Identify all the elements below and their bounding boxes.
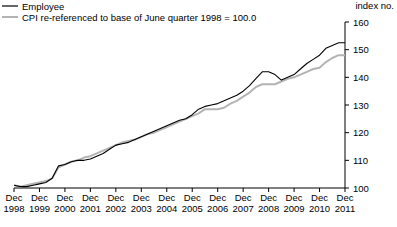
- x-tick-label: Dec2009: [284, 192, 305, 214]
- x-tick-label-part: Dec: [107, 192, 124, 203]
- x-tick-label-part: Dec: [184, 192, 201, 203]
- x-tick-label: Dec2004: [156, 192, 177, 214]
- x-tick-label: Dec2001: [80, 192, 101, 214]
- x-tick-label-part: 2010: [309, 203, 330, 214]
- y-tick-label: 140: [353, 72, 369, 83]
- x-tick-label: Dec2010: [309, 192, 330, 214]
- legend-label: CPI re-referenced to base of June quarte…: [22, 12, 256, 23]
- x-tick-label-part: Dec: [209, 192, 226, 203]
- y-tick: [345, 22, 349, 23]
- y-tick: [345, 132, 349, 133]
- y-tick-label: 100: [353, 183, 369, 194]
- x-tick-label-part: 2009: [284, 203, 305, 214]
- x-tick-label: Dec2005: [182, 192, 203, 214]
- y-tick-label: 120: [353, 127, 369, 138]
- x-tick-label: Dec2007: [233, 192, 254, 214]
- x-tick-label-part: Dec: [82, 192, 99, 203]
- series-line: [14, 43, 345, 187]
- y-tick-label: 150: [353, 44, 369, 55]
- y-tick: [345, 160, 349, 161]
- x-tick-label-part: Dec: [260, 192, 277, 203]
- x-tick-label-part: Dec: [235, 192, 252, 203]
- y-tick-label: 130: [353, 100, 369, 111]
- x-tick-label-part: Dec: [6, 192, 23, 203]
- y-tick: [345, 188, 349, 189]
- x-tick-label-part: 2005: [182, 203, 203, 214]
- x-tick-label-part: Dec: [31, 192, 48, 203]
- x-tick-label-part: Dec: [56, 192, 73, 203]
- y-tick-label: 160: [353, 17, 369, 28]
- x-tick-label-part: 2011: [335, 203, 355, 214]
- y-tick: [345, 105, 349, 106]
- x-tick-label: Dec2011: [335, 192, 355, 214]
- x-tick-label-part: 1999: [29, 203, 50, 214]
- x-tick-label-part: Dec: [158, 192, 175, 203]
- x-tick-label-part: 2008: [258, 203, 279, 214]
- x-tick-label-part: 2007: [233, 203, 254, 214]
- x-tick-label-part: Dec: [133, 192, 150, 203]
- legend-label: Employee: [22, 1, 64, 12]
- plot-lines: [14, 43, 345, 187]
- x-tick-label-part: 2006: [207, 203, 228, 214]
- x-tick-label-part: 1998: [3, 203, 24, 214]
- x-tick-label-part: Dec: [337, 192, 354, 203]
- y-axis-label: index no.: [355, 0, 394, 11]
- x-tick-label-part: 2003: [131, 203, 152, 214]
- y-tick-label: 110: [353, 155, 368, 166]
- x-tick-label-part: 2000: [54, 203, 75, 214]
- y-tick: [345, 49, 349, 50]
- x-tick-label: Dec2008: [258, 192, 279, 214]
- x-tick-label-part: 2001: [80, 203, 101, 214]
- x-axis: [14, 188, 345, 189]
- x-tick-label-part: 2002: [105, 203, 126, 214]
- series-line: [14, 55, 345, 186]
- x-tick-label: Dec2006: [207, 192, 228, 214]
- x-tick-label-part: Dec: [286, 192, 303, 203]
- x-tick-label: Dec2000: [54, 192, 75, 214]
- legend-swatch: [2, 16, 18, 18]
- x-tick-label: Dec2002: [105, 192, 126, 214]
- x-tick-label: Dec1999: [29, 192, 50, 214]
- x-tick-label-part: 2004: [156, 203, 177, 214]
- x-tick-label: Dec2003: [131, 192, 152, 214]
- chart: 100110120130140150160index no.Dec1998Dec…: [0, 0, 397, 227]
- legend-swatch: [2, 5, 18, 6]
- x-tick-label: Dec1998: [3, 192, 24, 214]
- y-tick: [345, 77, 349, 78]
- x-tick-label-part: Dec: [311, 192, 328, 203]
